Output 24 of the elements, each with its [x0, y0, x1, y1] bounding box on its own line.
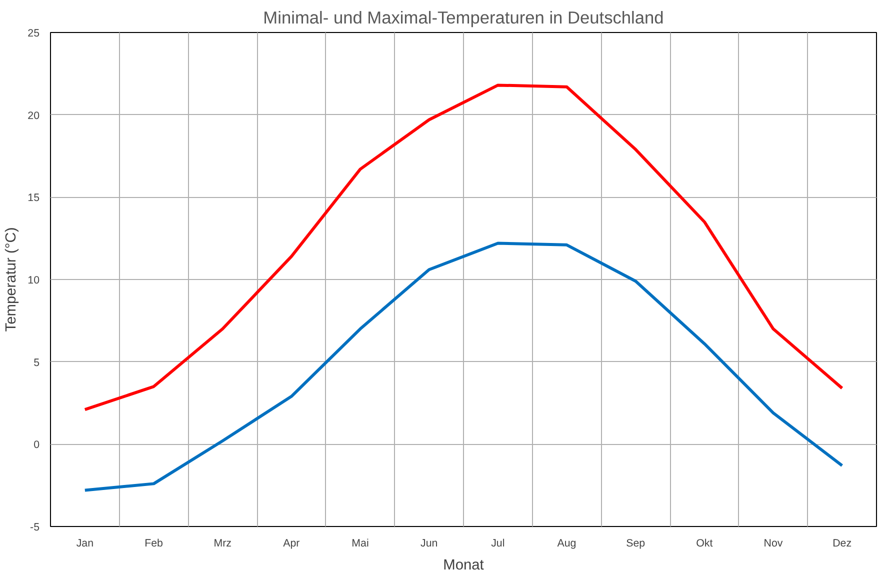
- x-tick-label: Jul: [491, 538, 505, 550]
- y-tick-label: -5: [30, 522, 40, 534]
- line-series: [83, 242, 844, 492]
- y-tick-label: 25: [28, 28, 40, 40]
- x-tick-label: Nov: [764, 538, 784, 550]
- x-axis-title: Monat: [443, 558, 484, 574]
- x-tick-label: Aug: [557, 538, 576, 550]
- y-tick-label: 0: [34, 439, 40, 452]
- x-tick-label: Okt: [696, 538, 713, 550]
- x-tick-label: Mrz: [214, 538, 232, 550]
- x-tick-label: Jun: [420, 538, 438, 550]
- chart-title: Minimal- und Maximal-Temperaturen in Deutschland: [263, 8, 664, 28]
- y-tick-label: 15: [28, 192, 40, 204]
- x-tick-label: Mai: [352, 538, 369, 550]
- x-tick-label: Sep: [626, 538, 646, 550]
- x-tick-label: Jan: [76, 538, 94, 550]
- y-tick-label: 20: [28, 110, 40, 122]
- x-tick-label: Dez: [832, 538, 852, 550]
- x-tick-label: Apr: [283, 538, 300, 550]
- y-axis-title: Temperatur (°C): [4, 227, 20, 332]
- line-series: [83, 84, 844, 412]
- y-tick-label: 5: [34, 356, 40, 369]
- y-tick-label: 10: [28, 274, 40, 286]
- x-tick-label: Feb: [144, 538, 164, 550]
